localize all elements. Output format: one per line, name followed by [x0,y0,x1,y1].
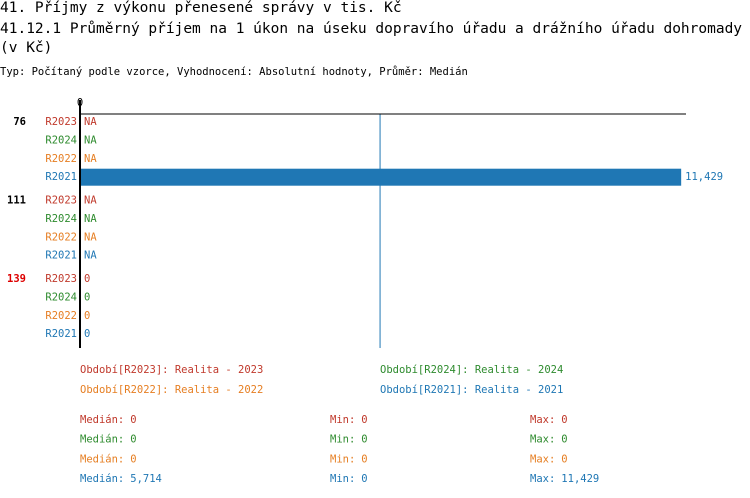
stat-label: Max: [530,414,555,426]
stat-value: 11,429 [561,473,599,485]
value-label: NA [84,116,97,128]
series-label: R2021 [45,328,77,340]
series-label: R2023 [45,116,77,128]
series-label: R2022 [45,310,77,322]
value-label: 0 [84,310,90,322]
value-label: 0 [84,273,90,285]
stat-label: Max: [530,453,555,465]
stat-value: 0 [561,414,567,426]
stat-value: 5,714 [130,473,162,485]
stat-label: Medián: [80,434,124,446]
series-label: R2024 [45,213,77,225]
legend-entry: Období[R2021]: Realita - 2021 [380,384,563,396]
stat-max: Max: 0 [530,414,568,426]
value-label: NA [84,213,97,225]
series-label: R2024 [45,291,77,303]
stat-label: Max: [530,434,555,446]
title: 41. Příjmy z výkonu přenesené správy v t… [0,0,402,16]
stat-label: Medián: [80,473,124,485]
stat-median: Medián: 0 [80,434,137,446]
stat-max: Max: 0 [530,453,568,465]
value-label: NA [84,153,97,165]
stat-label: Medián: [80,453,124,465]
category-label: 76 [13,116,26,128]
stat-label: Max: [530,473,555,485]
note: Typ: Počítaný podle vzorce, Vyhodnocení:… [0,66,468,78]
stat-min: Min: 0 [330,414,368,426]
stat-label: Min: [330,414,355,426]
value-label: NA [84,231,97,243]
stat-label: Min: [330,473,355,485]
stat-label: Medián: [80,414,124,426]
series-label: R2024 [45,134,77,146]
value-label: 0 [84,291,90,303]
stat-max: Max: 11,429 [530,473,599,485]
series-label: R2021 [45,250,77,262]
stat-value: 0 [561,453,567,465]
stat-value: 0 [130,453,136,465]
value-label: NA [84,195,97,207]
value-label: 0 [84,328,90,340]
series-label: R2022 [45,153,77,165]
value-label: NA [84,250,97,262]
stat-median: Medián: 0 [80,453,137,465]
stat-median: Medián: 0 [80,414,137,426]
legend-entry: Období[R2024]: Realita - 2024 [380,364,563,376]
category-label: 111 [7,195,26,207]
stat-value: 0 [130,414,136,426]
stat-value: 0 [561,434,567,446]
stat-max: Max: 0 [530,434,568,446]
stat-label: Min: [330,434,355,446]
stat-value: 0 [130,434,136,446]
stat-min: Min: 0 [330,434,368,446]
stat-min: Min: 0 [330,473,368,485]
legend-entry: Období[R2022]: Realita - 2022 [80,384,263,396]
value-label: NA [84,134,97,146]
category-label: 139 [7,273,26,285]
series-label: R2023 [45,273,77,285]
series-label: R2022 [45,231,77,243]
series-label: R2023 [45,195,77,207]
stat-value: 0 [361,453,367,465]
stat-median: Medián: 5,714 [80,473,162,485]
stat-label: Min: [330,453,355,465]
stat-min: Min: 0 [330,453,368,465]
legend-entry: Období[R2023]: Realita - 2023 [80,364,263,376]
stat-value: 0 [361,434,367,446]
stat-value: 0 [361,414,367,426]
value-label: 11,429 [685,171,723,183]
series-label: R2021 [45,171,77,183]
subtitle: 41.12.1 Průměrný příjem na 1 úkon na úse… [0,21,743,56]
stat-value: 0 [361,473,367,485]
bar [81,168,682,186]
